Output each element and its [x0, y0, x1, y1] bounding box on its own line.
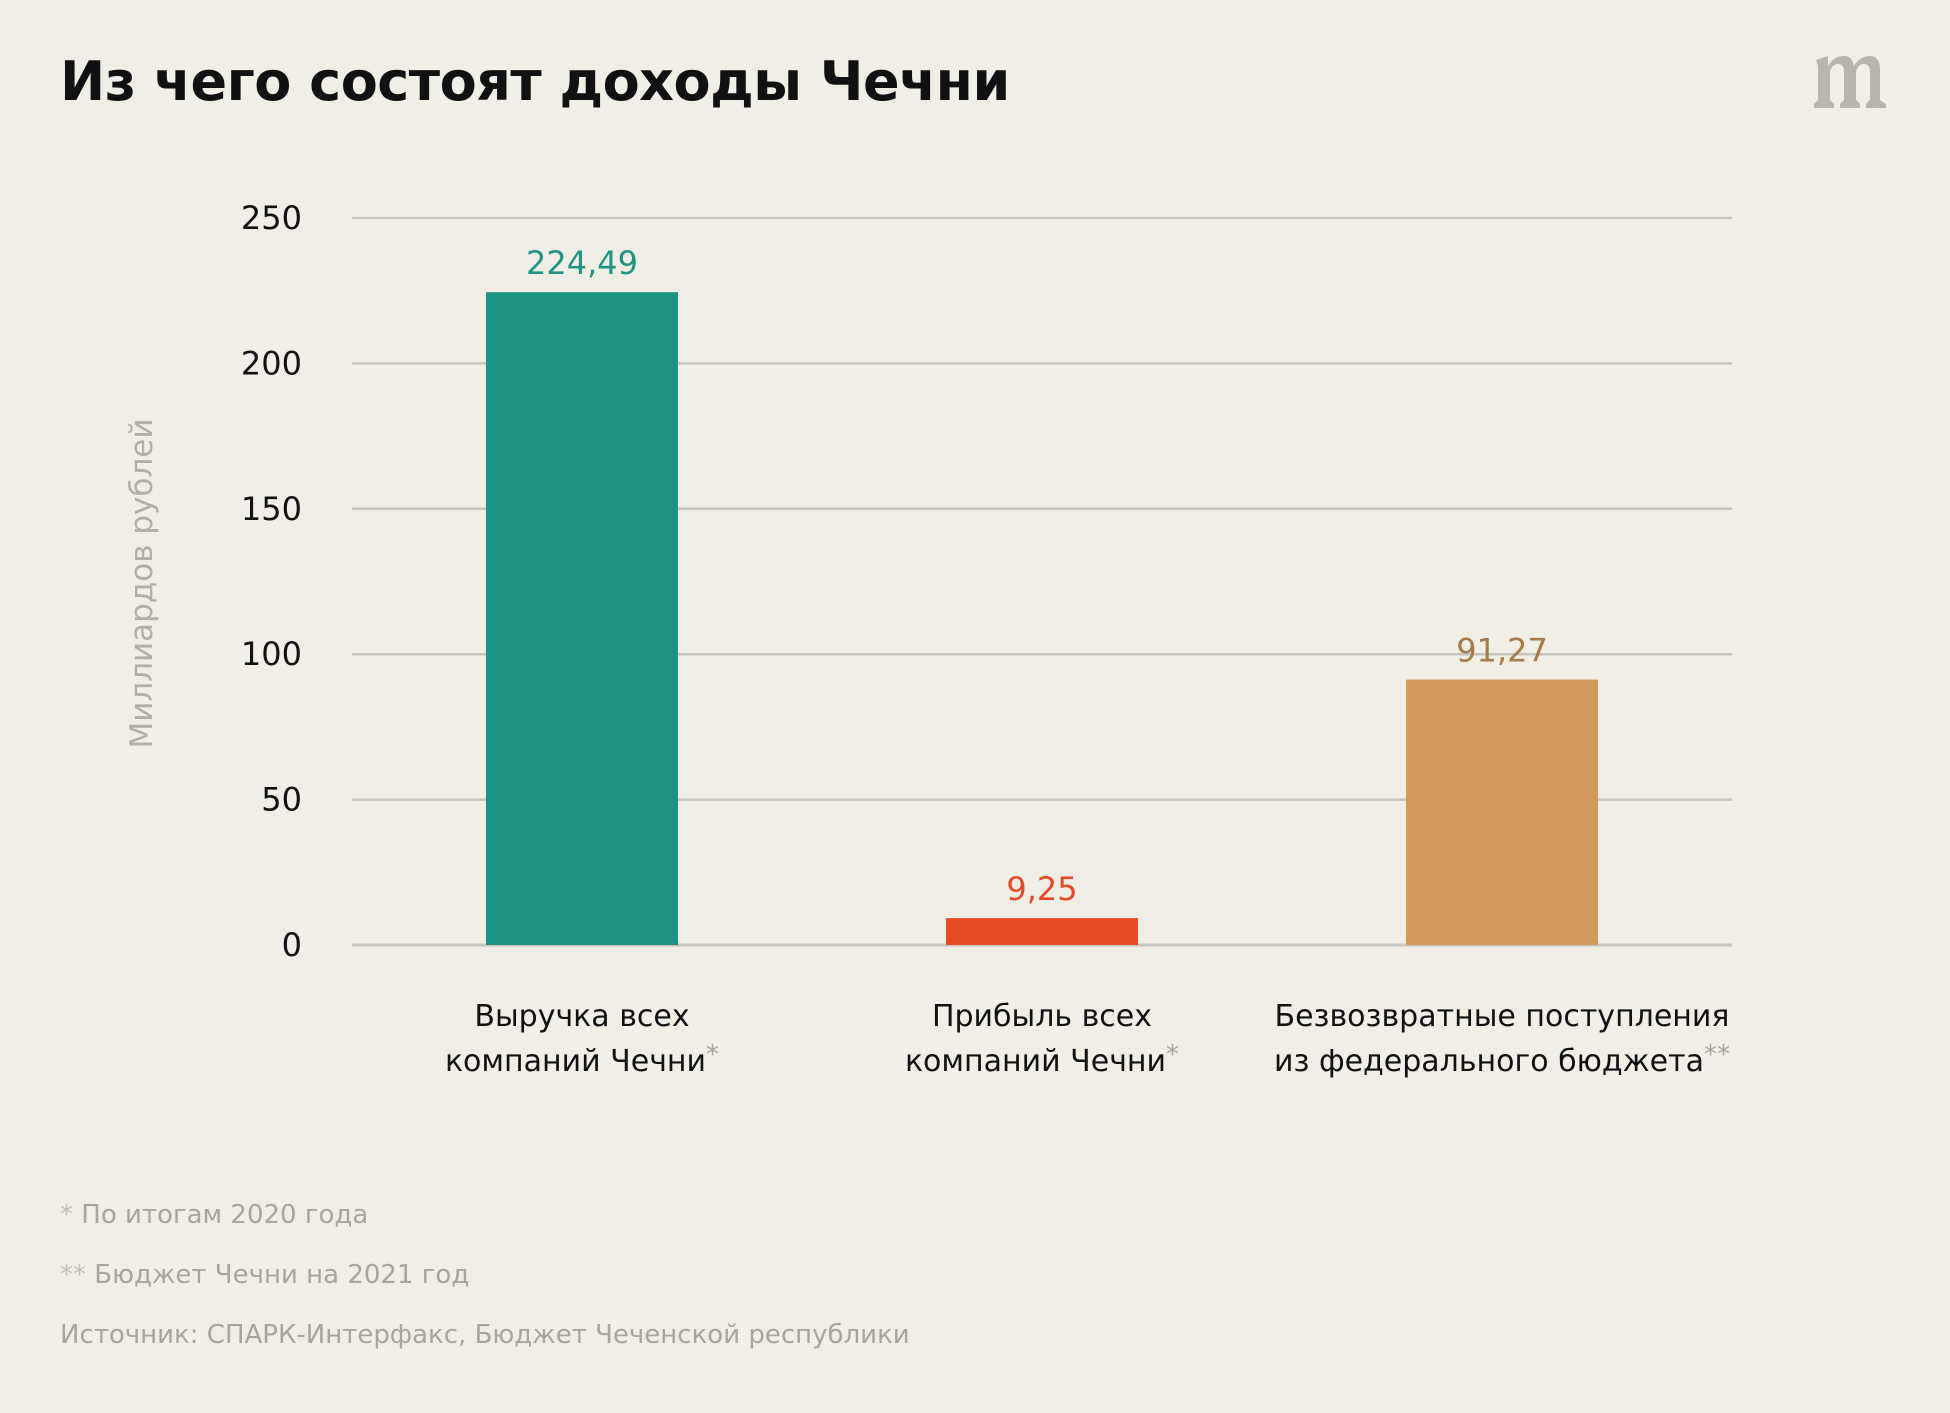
x-category-label: Выручка всех	[474, 999, 689, 1034]
meduza-logo-icon	[1814, 56, 1886, 108]
bar	[1406, 679, 1598, 945]
y-tick-label: 250	[241, 199, 302, 237]
y-tick-label: 200	[241, 344, 302, 382]
x-category-label: Прибыль всех	[932, 999, 1152, 1034]
chart-title: Из чего состоят доходы Чечни	[60, 50, 1010, 113]
source-note: Источник: СПАРК-Интерфакс, Бюджет Чеченс…	[60, 1320, 910, 1350]
y-tick-label: 50	[261, 781, 302, 819]
y-axis-label: Миллиардов рублей	[124, 418, 160, 748]
y-tick-label: 150	[241, 490, 302, 528]
footnote-2: ** Бюджет Чечни на 2021 год	[60, 1260, 470, 1290]
bar	[946, 918, 1138, 945]
bar-value-label: 91,27	[1456, 632, 1548, 670]
x-category-label: компаний Чечни*	[445, 1040, 719, 1079]
y-tick-label: 100	[241, 635, 302, 673]
x-category-label: из федерального бюджета**	[1274, 1040, 1730, 1079]
y-tick-label: 0	[282, 926, 302, 964]
x-category-label: компаний Чечни*	[905, 1040, 1179, 1079]
bar-value-label: 224,49	[526, 244, 638, 282]
bar	[486, 292, 678, 945]
footnote-1: * По итогам 2020 года	[60, 1200, 369, 1230]
footnotes: * По итогам 2020 года ** Бюджет Чечни на…	[60, 1185, 910, 1365]
x-category-label: Безвозвратные поступления	[1275, 999, 1730, 1034]
bar-value-label: 9,25	[1006, 870, 1077, 908]
bar-chart: 0 50 100 150 200 250 Миллиардов рублей 224,49 Вы…	[124, 199, 1732, 1079]
